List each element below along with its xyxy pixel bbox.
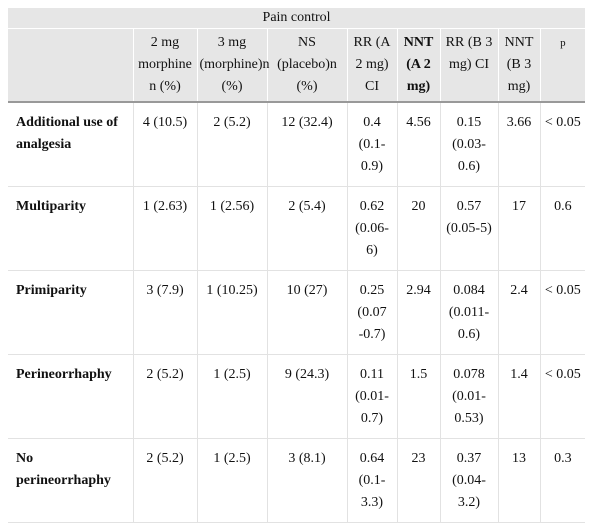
table-cell: 2.94	[396, 270, 440, 355]
table-title: Pain control	[8, 8, 586, 29]
table-row: Additional use of analgesia 4 (10.5) 2 (5.…	[8, 102, 586, 187]
header-cell	[8, 28, 133, 103]
table-cell: 0.4 (0.1-0.9)	[346, 102, 397, 187]
table-cell: 1.4	[497, 354, 540, 439]
table-cell: 3 (8.1)	[266, 438, 347, 523]
data-table: Pain control 2 mg morphine n (%) 3 mg (mo…	[8, 8, 586, 523]
table-cell: 23	[396, 438, 440, 523]
table-cell: 0.62 (0.06-6)	[346, 186, 397, 271]
table-cell: 0.37 (0.04-3.2)	[439, 438, 498, 523]
table-cell: 9 (24.3)	[266, 354, 347, 439]
table-cell: 2 (5.4)	[266, 186, 347, 271]
header-cell: p	[539, 28, 586, 103]
table-cell: 1.5	[396, 354, 440, 439]
header-cell: NNT (B 3 mg)	[497, 28, 540, 103]
table-cell: < 0.05	[539, 102, 586, 187]
table-row: Multiparity 1 (2.63) 1 (2.56) 2 (5.4) 0.62 (…	[8, 186, 586, 271]
table-cell: 0.084 (0.011-0.6)	[439, 270, 498, 355]
row-label: Perineorrhaphy	[8, 354, 133, 439]
table-cell: 2 (5.2)	[132, 354, 197, 439]
table-cell: 2 (5.2)	[196, 102, 267, 187]
table-row: Primiparity 3 (7.9) 1 (10.25) 10 (27) 0.25 (…	[8, 270, 586, 355]
table-cell: 3 (7.9)	[132, 270, 197, 355]
header-cell: NS (placebo)n (%)	[266, 28, 347, 103]
table-cell: < 0.05	[539, 354, 586, 439]
header-cell: NNT (A 2 mg)	[396, 28, 440, 103]
row-label: Primiparity	[8, 270, 133, 355]
table-cell: 20	[396, 186, 440, 271]
table-cell: 13	[497, 438, 540, 523]
table-cell: 17	[497, 186, 540, 271]
table-cell: 0.078 (0.01-0.53)	[439, 354, 498, 439]
row-label: Additional use of analgesia	[8, 102, 133, 187]
row-label: No perineorrhaphy	[8, 438, 133, 523]
table-cell: 1 (2.5)	[196, 354, 267, 439]
table-row: Perineorrhaphy 2 (5.2) 1 (2.5) 9 (24.3) 0.11…	[8, 354, 586, 439]
table-cell: 0.15 (0.03-0.6)	[439, 102, 498, 187]
table-row: No perineorrhaphy 2 (5.2) 1 (2.5) 3 (8.1) 0.…	[8, 438, 586, 523]
header-cell: 2 mg morphine n (%)	[132, 28, 197, 103]
table-cell: 0.3	[539, 438, 586, 523]
header-cell: RR (A 2 mg) CI	[346, 28, 397, 103]
page: {"table": { "title": "Pain control", "he…	[8, 8, 586, 523]
table-cell: 0.11 (0.01-0.7)	[346, 354, 397, 439]
table-cell: 1 (2.5)	[196, 438, 267, 523]
header-cell: RR (B 3 mg) CI	[439, 28, 498, 103]
table-cell: 10 (27)	[266, 270, 347, 355]
row-label: Multiparity	[8, 186, 133, 271]
table-cell: 4 (10.5)	[132, 102, 197, 187]
table-cell: < 0.05	[539, 270, 586, 355]
table-cell: 3.66	[497, 102, 540, 187]
header-row: 2 mg morphine n (%) 3 mg (morphine)n (%) N…	[8, 28, 586, 103]
table-cell: 4.56	[396, 102, 440, 187]
table-cell: 0.25 (0.07 -0.7)	[346, 270, 397, 355]
table-cell: 0.57 (0.05-5)	[439, 186, 498, 271]
table-cell: 1 (10.25)	[196, 270, 267, 355]
table-cell: 0.64 (0.1-3.3)	[346, 438, 397, 523]
title-row: Pain control	[8, 8, 586, 29]
table-cell: 2.4	[497, 270, 540, 355]
table-body: Additional use of analgesia 4 (10.5) 2 (5.…	[8, 102, 586, 523]
table-cell: 12 (32.4)	[266, 102, 347, 187]
table-cell: 2 (5.2)	[132, 438, 197, 523]
table-cell: 0.6	[539, 186, 586, 271]
table-cell: 1 (2.56)	[196, 186, 267, 271]
header-cell: 3 mg (morphine)n (%)	[196, 28, 269, 103]
table-cell: 1 (2.63)	[132, 186, 197, 271]
